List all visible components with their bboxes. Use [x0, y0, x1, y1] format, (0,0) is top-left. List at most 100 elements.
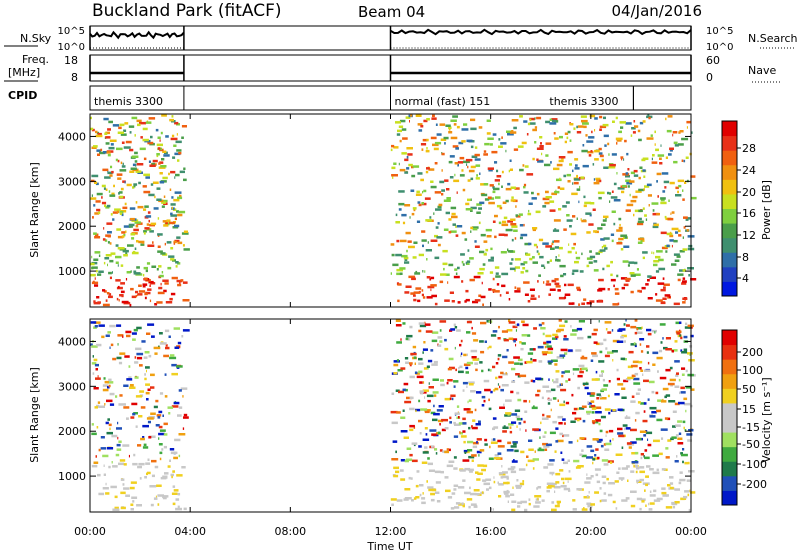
velocity-cell	[461, 502, 463, 505]
power-cell	[583, 144, 585, 147]
velocity-cell	[589, 491, 590, 494]
velocity-cell	[581, 357, 588, 360]
power-cell	[623, 260, 629, 263]
velocity-cell	[529, 503, 531, 506]
power-cell	[436, 236, 442, 239]
power-cell	[107, 292, 110, 295]
velocity-cell	[121, 478, 125, 481]
power-cell	[404, 291, 409, 294]
velocity-cell	[137, 357, 142, 360]
power-cell	[104, 262, 105, 265]
velocity-cell	[437, 409, 443, 412]
velocity-cell	[540, 327, 545, 330]
power-cell	[579, 186, 580, 189]
power-cell	[529, 258, 532, 261]
velocity-cell	[646, 329, 651, 332]
power-cell	[631, 134, 633, 137]
power-cell	[117, 177, 121, 180]
power-cell	[118, 192, 120, 195]
velocity-cell	[650, 491, 652, 494]
velocity-cell	[591, 360, 594, 363]
power-cell	[623, 158, 624, 161]
velocity-cell	[661, 341, 663, 344]
power-cell	[554, 191, 559, 194]
power-cell	[643, 257, 645, 260]
velocity-cell	[612, 359, 613, 362]
velocity-cell	[684, 490, 689, 493]
velocity-cell	[621, 397, 626, 400]
velocity-cell	[429, 429, 436, 432]
velocity-cell	[679, 379, 681, 382]
velocity-cell	[640, 431, 647, 434]
power-cell	[549, 200, 554, 203]
power-cell	[102, 289, 105, 292]
velocity-cell	[183, 329, 190, 332]
velocity-cell	[422, 462, 428, 465]
velocity-cell	[172, 493, 178, 496]
velocity-cell	[586, 473, 587, 476]
power-cell	[627, 168, 629, 171]
velocity-cell	[175, 347, 180, 350]
power-cell	[143, 128, 148, 131]
velocity-cell	[404, 498, 409, 501]
velocity-cell	[101, 436, 105, 439]
velocity-cell	[503, 404, 504, 407]
power-colorbar-swatch	[722, 209, 737, 224]
power-cell	[475, 299, 481, 302]
power-cell	[495, 275, 501, 278]
power-cell	[172, 156, 175, 159]
power-colorbar-swatch	[722, 121, 737, 136]
power-cell	[484, 150, 486, 153]
power-cell	[465, 238, 468, 241]
power-cell	[468, 179, 471, 182]
power-cell	[143, 283, 148, 286]
power-cell	[525, 253, 530, 256]
velocity-cell	[473, 339, 478, 342]
velocity-cell	[470, 390, 476, 393]
velocity-cell	[483, 465, 487, 468]
power-colorbar-swatch	[722, 136, 737, 151]
power-cell	[143, 185, 147, 188]
power-cell	[107, 128, 111, 131]
power-cell	[616, 242, 622, 245]
power-cell	[160, 181, 165, 184]
power-cell	[528, 300, 531, 303]
power-cell	[402, 128, 407, 131]
power-cell	[559, 160, 564, 163]
power-cell	[576, 175, 578, 178]
power-cell	[661, 302, 666, 305]
power-cell	[107, 205, 111, 208]
velocity-cell	[123, 406, 129, 409]
power-cell	[586, 140, 593, 143]
velocity-cell	[513, 356, 520, 359]
power-cell	[566, 201, 570, 204]
velocity-cell	[458, 486, 464, 489]
power-cell	[597, 227, 602, 230]
velocity-cell	[521, 321, 525, 324]
velocity-cell	[94, 387, 99, 390]
power-cell	[123, 254, 128, 257]
velocity-cell	[98, 375, 99, 378]
power-cell	[118, 264, 119, 267]
power-cell	[147, 262, 150, 265]
velocity-cell	[545, 346, 547, 349]
velocity-cell	[528, 440, 532, 443]
power-cell	[648, 194, 652, 197]
power-cell	[161, 114, 167, 117]
power-ylabel: Slant Range [km]	[28, 162, 41, 258]
power-cell	[138, 182, 141, 185]
power-cell	[462, 128, 469, 131]
power-cell	[499, 234, 505, 237]
power-cell	[577, 188, 581, 191]
velocity-cell	[618, 409, 623, 412]
power-cell	[506, 200, 509, 203]
power-cell	[98, 271, 104, 274]
velocity-cell	[433, 413, 440, 416]
velocity-cell	[661, 400, 666, 403]
power-colorbar-label: 8	[742, 251, 749, 264]
velocity-cell	[519, 422, 522, 425]
power-cell	[478, 272, 484, 275]
power-cell	[406, 286, 412, 289]
power-cell	[616, 172, 617, 175]
velocity-cell	[665, 447, 668, 450]
